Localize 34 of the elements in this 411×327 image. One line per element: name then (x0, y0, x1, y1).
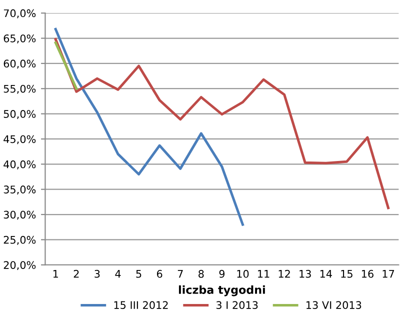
x-tick-label: 3 (94, 270, 100, 278)
x-tick-label: 15 (341, 270, 352, 278)
x-axis-title: liczba tygodni (178, 285, 265, 296)
line-series (54, 38, 390, 210)
y-tick-label: 65,0% (4, 34, 36, 44)
x-tick-label: 1 (53, 270, 58, 278)
y-tick-label: 60,0% (4, 60, 36, 69)
y-tick-label: 20,0% (4, 261, 36, 270)
x-tick-label: 8 (198, 270, 204, 278)
legend-label: 3 I 2013 (216, 301, 258, 310)
x-tick-label: 10 (237, 270, 249, 278)
y-tick-label: 50,0% (4, 110, 36, 119)
x-tick-label: 7 (178, 270, 183, 278)
x-tick-label: 6 (156, 270, 162, 278)
y-tick-label: 70,0% (4, 9, 36, 18)
x-tick-label: 12 (278, 270, 290, 278)
y-tick-label: 40,0% (4, 160, 36, 170)
x-tick-label: 2 (74, 270, 79, 278)
y-tick-label: 55,0% (4, 84, 36, 94)
legend-label: 13 VI 2013 (306, 301, 362, 310)
x-tick-label: 16 (362, 270, 374, 278)
x-tick-label: 9 (219, 270, 225, 278)
line-series (54, 28, 244, 226)
x-tick-label: 17 (382, 270, 394, 278)
legend-label: 15 III 2012 (114, 301, 168, 310)
x-tick-label: 4 (115, 270, 121, 278)
y-tick-label: 30,0% (4, 210, 36, 220)
x-tick-label: 13 (300, 270, 311, 278)
y-tick-label: 35,0% (4, 186, 36, 194)
y-tick-label: 25,0% (4, 236, 36, 245)
x-tick-label: 5 (136, 270, 142, 278)
y-tick-label: 45,0% (4, 135, 36, 144)
x-tick-label: 11 (258, 270, 270, 278)
x-tick-label: 14 (320, 270, 332, 278)
